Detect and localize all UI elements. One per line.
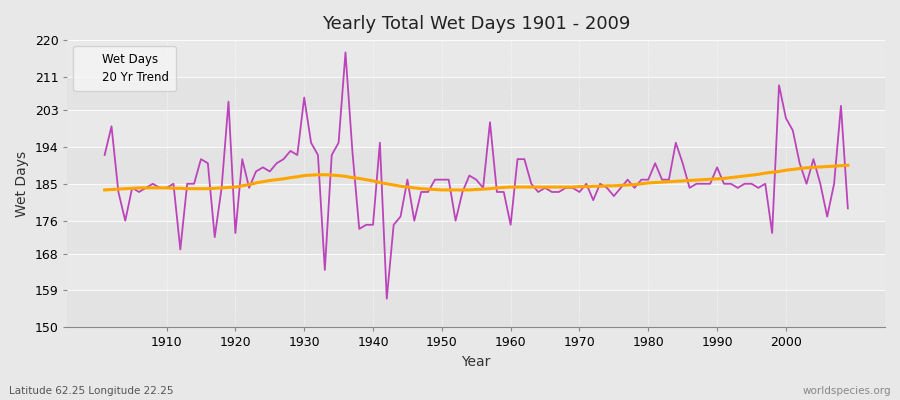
20 Yr Trend (306, 173, 317, 178)
Bar (68, 110, 885, 147)
Bar (68, 77, 885, 110)
Bar (68, 290, 885, 328)
Wet Days (154, 186, 165, 190)
Wet Days (519, 157, 530, 162)
Wet Days (382, 296, 392, 301)
Bar (68, 147, 885, 184)
Bar (68, 40, 885, 77)
20 Yr Trend (154, 186, 165, 190)
Line: 20 Yr Trend: 20 Yr Trend (104, 165, 848, 190)
Title: Yearly Total Wet Days 1901 - 2009: Yearly Total Wet Days 1901 - 2009 (322, 15, 630, 33)
Wet Days (340, 50, 351, 55)
20 Yr Trend (842, 163, 853, 168)
Wet Days (99, 153, 110, 158)
Bar (68, 254, 885, 290)
X-axis label: Year: Year (462, 355, 490, 369)
Text: worldspecies.org: worldspecies.org (803, 386, 891, 396)
20 Yr Trend (588, 184, 598, 189)
Wet Days (512, 157, 523, 162)
20 Yr Trend (347, 175, 358, 180)
Wet Days (306, 140, 317, 145)
20 Yr Trend (499, 185, 509, 190)
20 Yr Trend (99, 188, 110, 192)
Y-axis label: Wet Days: Wet Days (15, 151, 29, 217)
20 Yr Trend (505, 185, 516, 190)
Wet Days (842, 206, 853, 211)
Wet Days (601, 186, 612, 190)
Legend: Wet Days, 20 Yr Trend: Wet Days, 20 Yr Trend (74, 46, 176, 91)
Line: Wet Days: Wet Days (104, 52, 848, 299)
Wet Days (354, 226, 364, 231)
Bar (68, 221, 885, 254)
Bar (68, 184, 885, 221)
Text: Latitude 62.25 Longitude 22.25: Latitude 62.25 Longitude 22.25 (9, 386, 174, 396)
